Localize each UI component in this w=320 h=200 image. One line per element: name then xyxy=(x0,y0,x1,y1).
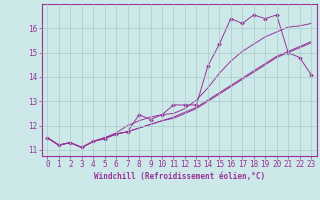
X-axis label: Windchill (Refroidissement éolien,°C): Windchill (Refroidissement éolien,°C) xyxy=(94,172,265,181)
